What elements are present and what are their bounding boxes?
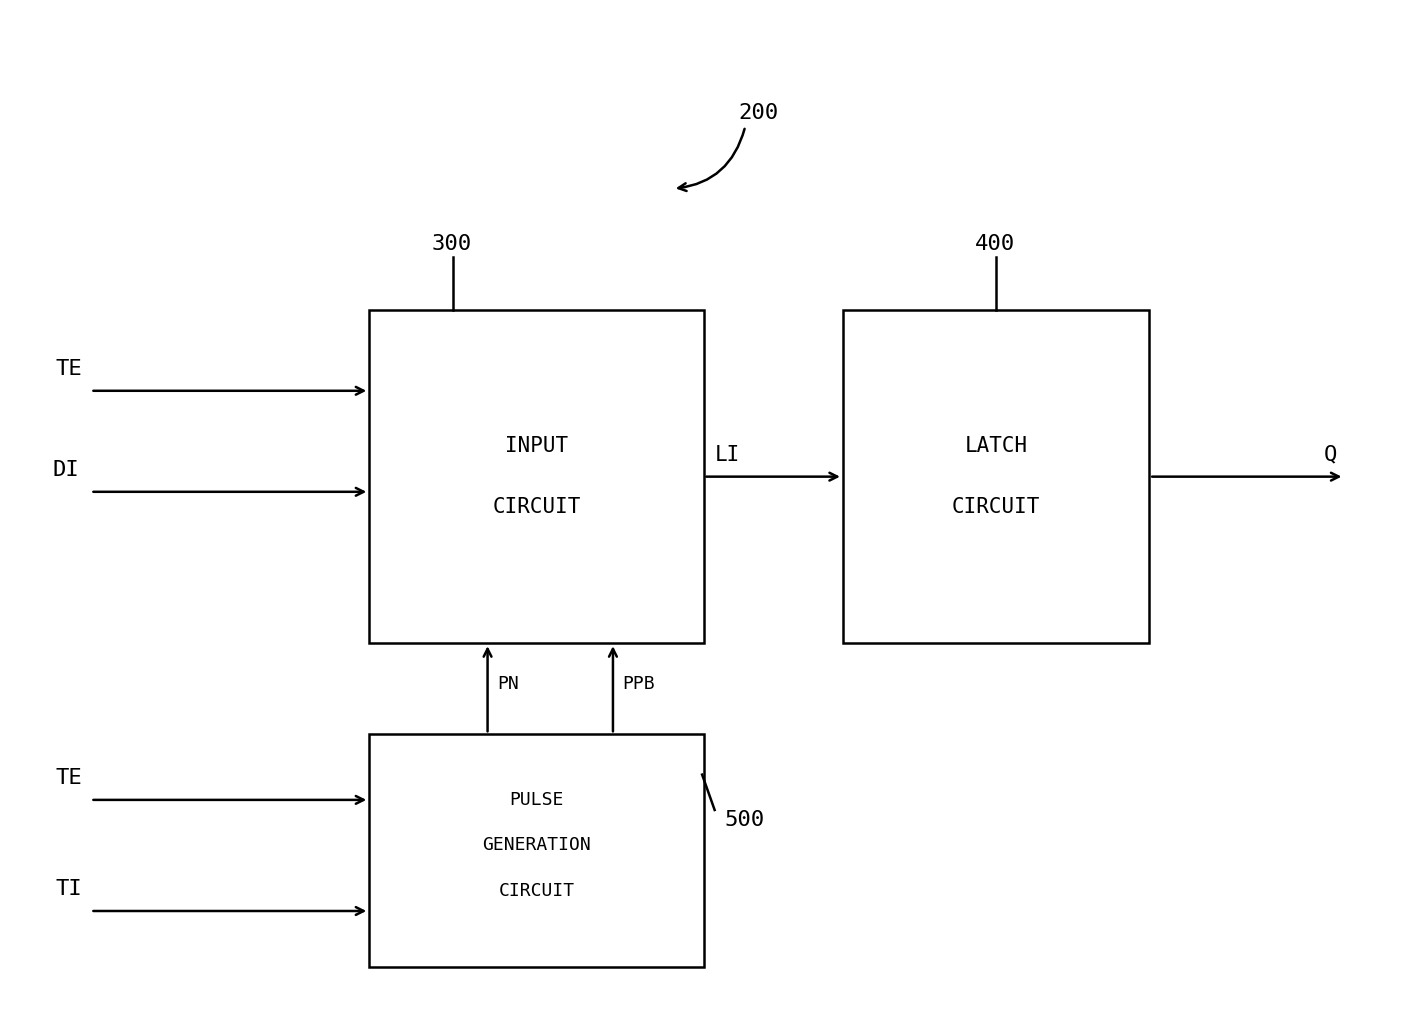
Text: PPB: PPB <box>623 675 656 692</box>
Text: CIRCUIT: CIRCUIT <box>492 497 581 517</box>
Text: Q: Q <box>1324 444 1338 465</box>
Text: 200: 200 <box>739 103 778 123</box>
Text: INPUT: INPUT <box>505 436 568 457</box>
FancyBboxPatch shape <box>369 310 704 643</box>
Text: 300: 300 <box>432 234 471 254</box>
Text: LI: LI <box>715 444 740 465</box>
Text: CIRCUIT: CIRCUIT <box>953 497 1040 517</box>
Text: LATCH: LATCH <box>964 436 1027 457</box>
Text: TI: TI <box>56 879 83 899</box>
Text: TE: TE <box>56 768 83 787</box>
Text: GENERATION: GENERATION <box>483 837 591 854</box>
Text: DI: DI <box>53 460 80 479</box>
FancyBboxPatch shape <box>369 734 704 967</box>
Text: PULSE: PULSE <box>509 791 564 809</box>
Text: PN: PN <box>497 675 519 692</box>
Text: TE: TE <box>56 358 83 379</box>
Text: 400: 400 <box>975 234 1016 254</box>
FancyBboxPatch shape <box>843 310 1150 643</box>
Text: 500: 500 <box>725 810 764 830</box>
Text: CIRCUIT: CIRCUIT <box>498 882 574 900</box>
